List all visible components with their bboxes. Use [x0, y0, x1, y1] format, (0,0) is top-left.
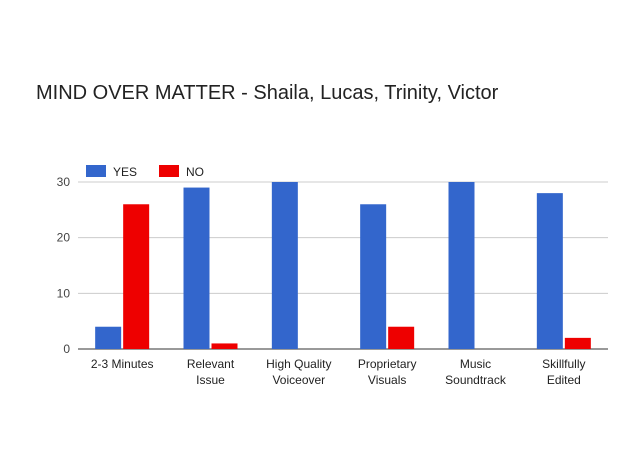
- y-tick-label: 0: [63, 342, 70, 356]
- bar-no-0: [123, 204, 150, 349]
- x-category-label: Edited: [547, 373, 581, 387]
- legend-label-yes: YES: [113, 165, 137, 179]
- gridlines: [78, 181, 608, 350]
- y-axis-ticks: 0 10 20 30: [57, 175, 71, 356]
- chart-title: MIND OVER MATTER - Shaila, Lucas, Trinit…: [36, 82, 499, 104]
- legend-swatch-no: [159, 165, 179, 177]
- bar-yes-2: [271, 182, 298, 349]
- x-category-label: Music: [460, 357, 491, 371]
- legend-label-no: NO: [186, 165, 204, 179]
- bar-yes-3: [360, 204, 387, 349]
- x-category-label: Proprietary: [358, 357, 417, 371]
- legend-swatch-yes: [86, 165, 106, 177]
- x-category-label: Issue: [196, 373, 225, 387]
- x-category-label: Soundtrack: [445, 373, 507, 387]
- bar-yes-1: [183, 187, 210, 349]
- x-category-label: High Quality: [266, 357, 331, 371]
- bar-no-1: [211, 343, 238, 349]
- x-category-label: 2-3 Minutes: [91, 357, 154, 371]
- bar-yes-4: [448, 182, 475, 349]
- x-category-label: Skillfully: [542, 357, 585, 371]
- x-category-label: Visuals: [368, 373, 406, 387]
- x-category-label: Voiceover: [272, 373, 325, 387]
- y-tick-label: 30: [57, 175, 71, 189]
- x-category-label: Relevant: [187, 357, 235, 371]
- x-axis-categories: 2-3 Minutes Relevant Issue High Quality Voic…: [91, 357, 586, 387]
- bar-yes-5: [536, 193, 563, 349]
- bars: [95, 182, 591, 349]
- y-tick-label: 20: [57, 231, 71, 245]
- y-tick-label: 10: [57, 286, 71, 300]
- bar-no-5: [564, 337, 591, 349]
- bar-yes-0: [95, 326, 122, 349]
- legend: YES NO: [86, 165, 204, 179]
- bar-no-3: [388, 326, 415, 349]
